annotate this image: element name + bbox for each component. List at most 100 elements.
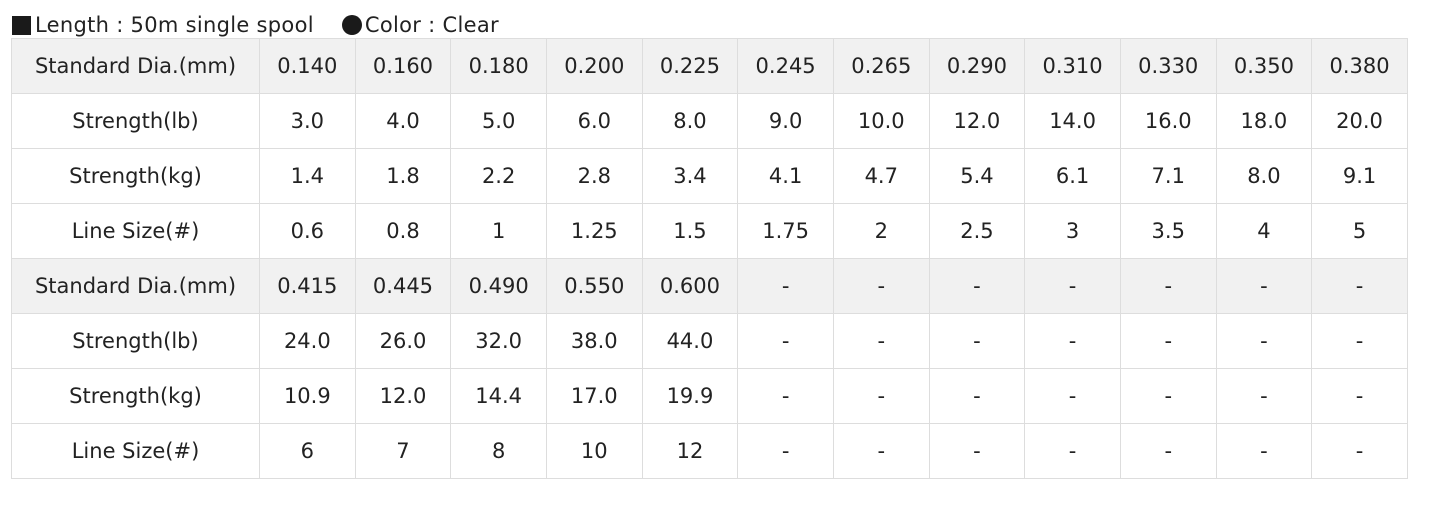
table-cell: 3.0 <box>259 93 356 149</box>
table-cell: 0.380 <box>1311 38 1408 94</box>
table-cell: 0.310 <box>1024 38 1121 94</box>
row-label: Strength(lb) <box>11 313 260 369</box>
color-text: Color : Clear <box>364 13 499 37</box>
table-cell: 26.0 <box>354 313 452 369</box>
table-cell: - <box>1024 313 1121 369</box>
table-cell: 6 <box>259 423 356 479</box>
table-cell: 1.75 <box>737 203 834 259</box>
table-cell: - <box>1215 313 1313 369</box>
table-cell: 3.5 <box>1119 203 1217 259</box>
table-cell: 2.8 <box>545 148 643 204</box>
table-cell: 4 <box>1215 203 1313 259</box>
row-label: Strength(lb) <box>11 93 260 149</box>
table-cell: - <box>1024 258 1121 314</box>
table-cell: 0.550 <box>545 258 643 314</box>
circle-icon <box>341 15 362 35</box>
table-cell: 18.0 <box>1215 93 1313 149</box>
table-row: Standard Dia.(mm) 0.415 0.445 0.490 0.550 0.6… <box>11 258 1408 314</box>
table-cell: - <box>737 313 834 369</box>
table-cell: 1.5 <box>641 203 739 259</box>
table-row: Standard Dia.(mm) 0.140 0.160 0.180 0.200 0.2… <box>11 38 1408 94</box>
table-cell: 14.0 <box>1024 93 1121 149</box>
table-cell: 0.415 <box>259 258 356 314</box>
table-cell: 5.4 <box>928 148 1026 204</box>
table-cell: 0.600 <box>641 258 739 314</box>
table-cell: - <box>1311 423 1408 479</box>
table-cell: - <box>737 423 834 479</box>
row-label: Strength(kg) <box>11 148 260 204</box>
table-cell: - <box>1311 313 1408 369</box>
table-row: Line Size(#) 6 7 8 10 12- - - - - - - <box>11 423 1408 479</box>
table-row: Strength(lb) 3.0 4.0 5.0 6.0 8.0 9.0 10.0 12.0 14… <box>11 93 1408 149</box>
table-cell: - <box>1119 313 1217 369</box>
table-cell: 6.1 <box>1024 148 1121 204</box>
table-row: Line Size(#) 0.6 0.8 1 1.25 1.5 1.75 2 2.5 3 3.5 4 5 <box>11 203 1408 259</box>
table-cell: - <box>1215 423 1313 479</box>
table-cell: 8.0 <box>641 93 739 149</box>
spec-header: Length : 50m single spool Color : Clear <box>12 11 499 39</box>
table-cell: 3.4 <box>641 148 739 204</box>
table-cell: 7.1 <box>1119 148 1217 204</box>
table-cell: - <box>1215 368 1313 424</box>
table-cell: 0.140 <box>259 38 356 94</box>
table-cell: - <box>1215 258 1313 314</box>
table-cell: 9.1 <box>1311 148 1408 204</box>
table-cell: 38.0 <box>545 313 643 369</box>
table-cell: 4.1 <box>737 148 834 204</box>
table-cell: 14.4 <box>450 368 547 424</box>
table-cell: 17.0 <box>545 368 643 424</box>
spec-table: Standard Dia.(mm) 0.140 0.160 0.180 0.200 0.2… <box>11 38 1408 479</box>
table-cell: - <box>1119 423 1217 479</box>
table-cell: - <box>737 368 834 424</box>
table-cell: 4.7 <box>832 148 930 204</box>
table-cell: - <box>832 368 930 424</box>
table-row: Strength(kg) 10.9 12.0 14.4 17.0 19.9- - - - - - - <box>11 368 1408 424</box>
table-cell: 0.290 <box>928 38 1026 94</box>
table-row: Strength(lb) 24.0 26.0 32.0 38.0 44.0- - - - - - - <box>11 313 1408 369</box>
table-row: Strength(kg) 1.4 1.8 2.2 2.8 3.4 4.1 4.7 5.4 6.1 7… <box>11 148 1408 204</box>
row-label: Line Size(#) <box>11 423 260 479</box>
table-cell: - <box>1311 258 1408 314</box>
table-cell: - <box>1311 368 1408 424</box>
table-cell: 0.225 <box>641 38 739 94</box>
table-cell: 2.5 <box>928 203 1026 259</box>
table-cell: 0.445 <box>354 258 452 314</box>
table-cell: 0.265 <box>832 38 930 94</box>
table-cell: 4.0 <box>354 93 452 149</box>
table-cell: 12.0 <box>928 93 1026 149</box>
table-cell: 8.0 <box>1215 148 1313 204</box>
table-cell: 1.4 <box>259 148 356 204</box>
table-cell: - <box>1024 423 1121 479</box>
row-label: Strength(kg) <box>11 368 260 424</box>
table-cell: 3 <box>1024 203 1121 259</box>
table-cell: 5.0 <box>450 93 547 149</box>
table-cell: 32.0 <box>450 313 547 369</box>
table-cell: 10.0 <box>832 93 930 149</box>
table-cell: 16.0 <box>1119 93 1217 149</box>
table-cell: - <box>928 423 1026 479</box>
table-cell: 10 <box>545 423 643 479</box>
table-cell: 2.2 <box>450 148 547 204</box>
table-cell: 0.200 <box>545 38 643 94</box>
row-label: Standard Dia.(mm) <box>11 38 260 94</box>
table-cell: - <box>928 313 1026 369</box>
table-cell: - <box>832 313 930 369</box>
table-cell: 6.0 <box>545 93 643 149</box>
table-cell: 1.8 <box>354 148 452 204</box>
table-cell: - <box>1119 258 1217 314</box>
square-icon <box>12 15 31 35</box>
table-cell: - <box>832 258 930 314</box>
table-cell: 10.9 <box>259 368 356 424</box>
table-cell: 44.0 <box>641 313 739 369</box>
table-cell: 1.25 <box>545 203 643 259</box>
table-cell: 19.9 <box>641 368 739 424</box>
table-cell: 0.180 <box>450 38 547 94</box>
table-cell: - <box>928 368 1026 424</box>
row-label: Line Size(#) <box>11 203 260 259</box>
table-cell: 0.6 <box>259 203 356 259</box>
table-cell: - <box>1119 368 1217 424</box>
table-cell: 0.160 <box>354 38 452 94</box>
table-cell: 9.0 <box>737 93 834 149</box>
spec-table-body: Standard Dia.(mm) 0.140 0.160 0.180 0.200 0.2… <box>11 38 1408 479</box>
table-cell: 0.350 <box>1215 38 1313 94</box>
